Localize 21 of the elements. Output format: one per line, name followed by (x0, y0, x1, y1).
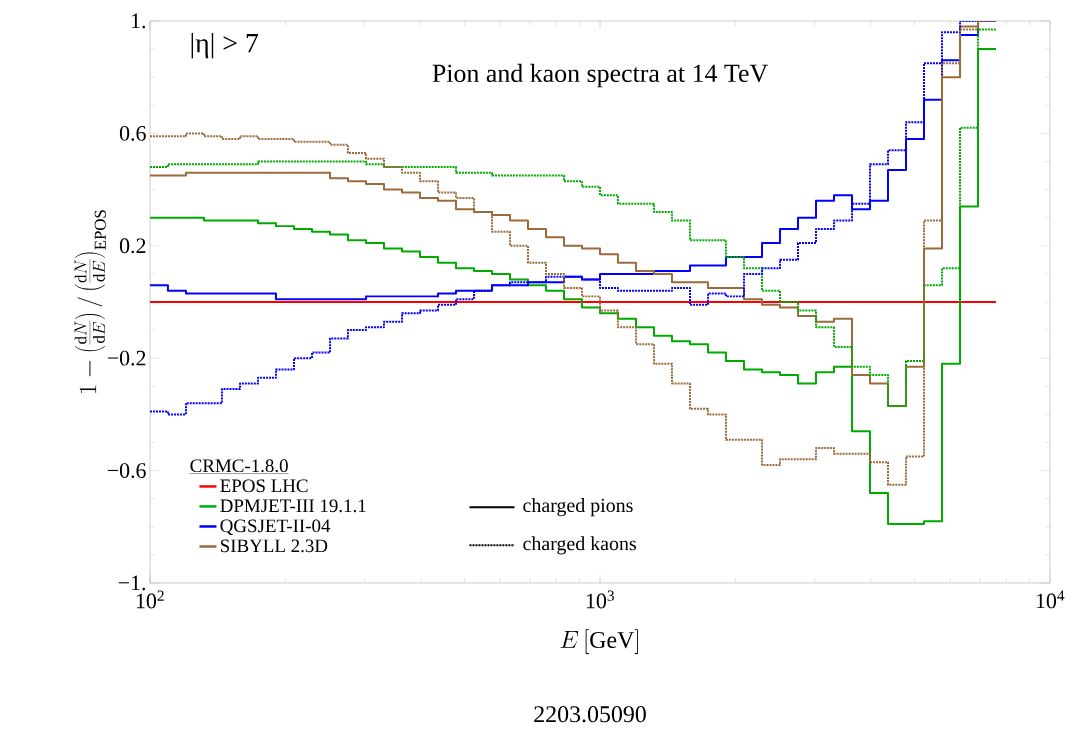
y-tick-label: −0.2 (107, 350, 146, 366)
text: Pion and kaon spectra at 14 TeV (432, 63, 768, 88)
y-axis-title: $1-\left(\frac{\mathrm{d}N}{\mathrm{d}E}\right)/\left(\frac{\mathrm{d}N}{\mathrm{d}E}\right)_{\mathrm{EPOS}}$ (74, 210, 106, 394)
annotation: charged kaons (523, 536, 636, 555)
x-axis-title: $E\,[\mathrm{GeV}]$ (560, 629, 638, 654)
legend-label: SIBYLL 2.3D (220, 539, 328, 553)
legend-label: DPMJET-III 19.1.1 (220, 499, 366, 513)
x-tick-label: 10$^{4}$ (1036, 590, 1065, 609)
y-tick-label: −0.6 (107, 463, 146, 479)
x-tick-label: 10$^{2}$ (136, 590, 164, 609)
y-tick-label: 1. (131, 13, 146, 29)
annotation: |η| > 7 (191, 32, 259, 59)
y-tick-label: −1. (118, 575, 146, 591)
legend-label: QGSJET-II-04 (220, 519, 331, 536)
x-tick-label: 10$^{3}$ (586, 590, 614, 609)
y-tick-label: 0.6 (119, 125, 146, 141)
legend-title: CRMC-1.8.0 (190, 459, 288, 473)
text: 2203.05090 (534, 706, 646, 723)
legend-label: EPOS LHC (220, 479, 308, 493)
annotation: charged pions (523, 498, 633, 517)
y-tick-label: 0.2 (119, 238, 146, 254)
